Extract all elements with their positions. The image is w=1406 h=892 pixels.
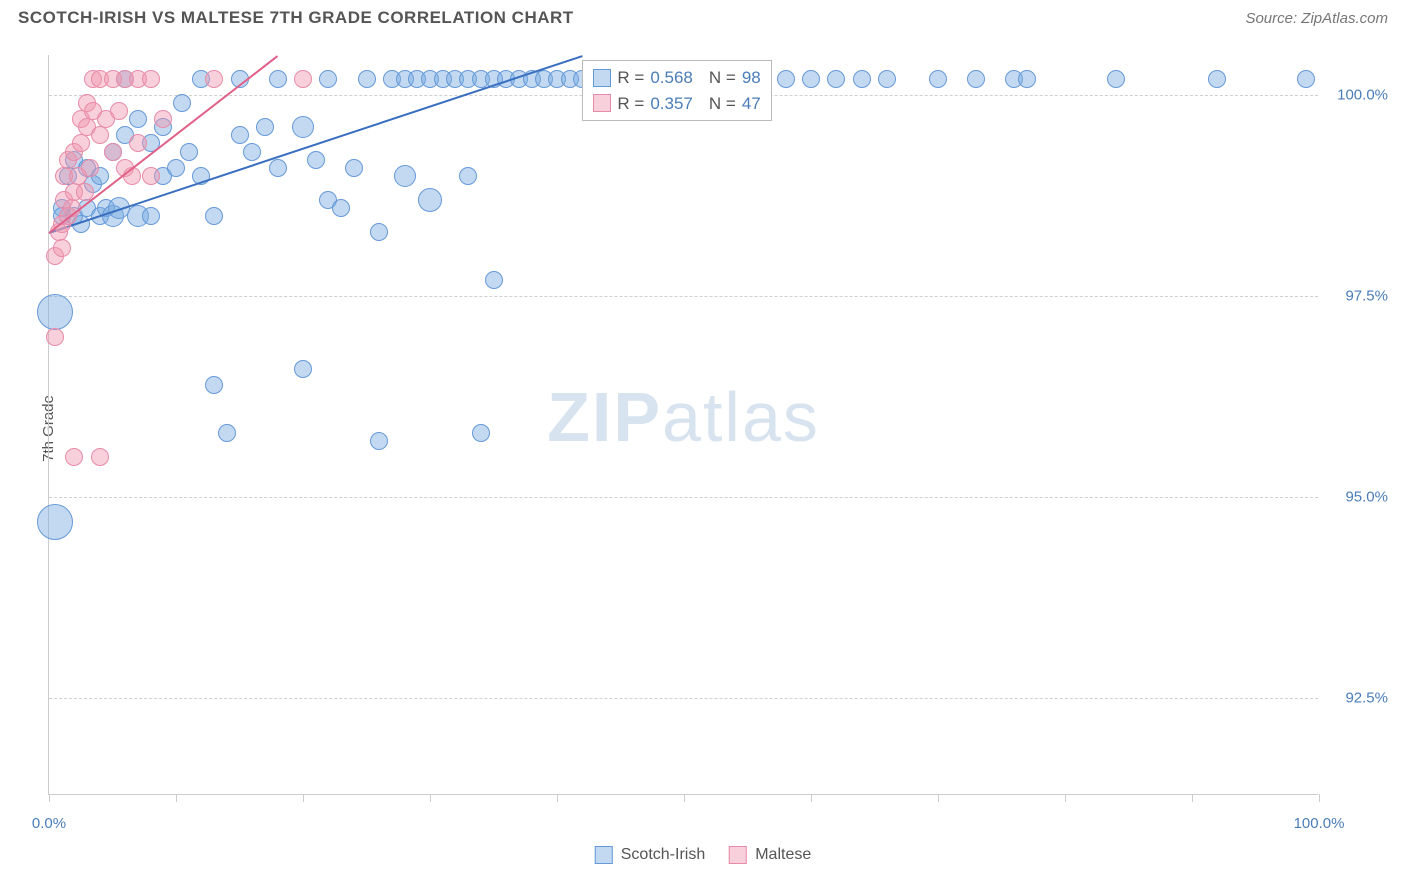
source-label: Source: ZipAtlas.com bbox=[1245, 10, 1388, 27]
x-tick bbox=[557, 794, 558, 802]
data-point bbox=[459, 167, 477, 185]
bottom-legend: Scotch-Irish Maltese bbox=[595, 846, 812, 864]
data-point bbox=[345, 159, 363, 177]
stat-value: 0.357 bbox=[650, 91, 693, 117]
data-point bbox=[853, 70, 871, 88]
x-tick-label: 100.0% bbox=[1294, 815, 1345, 832]
x-tick bbox=[176, 794, 177, 802]
data-point bbox=[65, 448, 83, 466]
legend-label: Scotch-Irish bbox=[621, 846, 705, 864]
data-point bbox=[53, 239, 71, 257]
data-point bbox=[370, 432, 388, 450]
y-tick-label: 95.0% bbox=[1328, 489, 1388, 506]
data-point bbox=[967, 70, 985, 88]
legend-label: Maltese bbox=[755, 846, 811, 864]
data-point bbox=[1018, 70, 1036, 88]
data-point bbox=[218, 424, 236, 442]
data-point bbox=[332, 199, 350, 217]
legend-item: Maltese bbox=[729, 846, 811, 864]
data-point bbox=[167, 159, 185, 177]
data-point bbox=[472, 424, 490, 442]
y-tick-label: 100.0% bbox=[1328, 87, 1388, 104]
x-tick bbox=[49, 794, 50, 802]
data-point bbox=[243, 143, 261, 161]
data-point bbox=[180, 143, 198, 161]
y-tick-label: 92.5% bbox=[1328, 690, 1388, 707]
chart-title: SCOTCH-IRISH VS MALTESE 7TH GRADE CORREL… bbox=[18, 8, 574, 28]
data-point bbox=[129, 110, 147, 128]
stat-label: N = bbox=[709, 91, 736, 117]
data-point bbox=[878, 70, 896, 88]
data-point bbox=[1208, 70, 1226, 88]
grid-line bbox=[49, 497, 1318, 498]
data-point bbox=[269, 70, 287, 88]
data-point bbox=[1107, 70, 1125, 88]
legend-swatch bbox=[593, 69, 611, 87]
data-point bbox=[370, 223, 388, 241]
data-point bbox=[91, 126, 109, 144]
x-tick bbox=[938, 794, 939, 802]
stat-value: 47 bbox=[742, 91, 761, 117]
data-point bbox=[418, 188, 442, 212]
data-point bbox=[292, 116, 314, 138]
data-point bbox=[110, 102, 128, 120]
x-tick bbox=[1065, 794, 1066, 802]
data-point bbox=[173, 94, 191, 112]
data-point bbox=[81, 159, 99, 177]
data-point bbox=[37, 504, 73, 540]
data-point bbox=[205, 70, 223, 88]
x-tick bbox=[1192, 794, 1193, 802]
data-point bbox=[129, 134, 147, 152]
data-point bbox=[269, 159, 287, 177]
legend-swatch bbox=[595, 846, 613, 864]
legend-item: Scotch-Irish bbox=[595, 846, 705, 864]
data-point bbox=[929, 70, 947, 88]
stats-legend: R = 0.568 N = 98 R = 0.357 N = 47 bbox=[582, 60, 771, 121]
stat-label: N = bbox=[709, 65, 736, 91]
chart-plot-area: ZIPatlas 100.0%97.5%95.0%92.5%0.0%100.0%… bbox=[48, 55, 1318, 795]
data-point bbox=[142, 167, 160, 185]
x-tick bbox=[684, 794, 685, 802]
data-point bbox=[142, 207, 160, 225]
stat-label: R = bbox=[617, 91, 644, 117]
data-point bbox=[319, 70, 337, 88]
data-point bbox=[142, 70, 160, 88]
stat-value: 98 bbox=[742, 65, 761, 91]
data-point bbox=[827, 70, 845, 88]
y-tick-label: 97.5% bbox=[1328, 288, 1388, 305]
data-point bbox=[154, 110, 172, 128]
data-point bbox=[231, 126, 249, 144]
data-point bbox=[1297, 70, 1315, 88]
data-point bbox=[72, 134, 90, 152]
data-point bbox=[307, 151, 325, 169]
x-tick bbox=[1319, 794, 1320, 802]
x-tick bbox=[303, 794, 304, 802]
data-point bbox=[294, 70, 312, 88]
watermark: ZIPatlas bbox=[547, 377, 820, 457]
data-point bbox=[256, 118, 274, 136]
data-point bbox=[205, 207, 223, 225]
data-point bbox=[777, 70, 795, 88]
data-point bbox=[294, 360, 312, 378]
data-point bbox=[358, 70, 376, 88]
data-point bbox=[394, 165, 416, 187]
legend-swatch bbox=[729, 846, 747, 864]
legend-swatch bbox=[593, 94, 611, 112]
data-point bbox=[802, 70, 820, 88]
stat-label: R = bbox=[617, 65, 644, 91]
x-tick bbox=[811, 794, 812, 802]
data-point bbox=[104, 143, 122, 161]
stat-value: 0.568 bbox=[650, 65, 693, 91]
x-tick bbox=[430, 794, 431, 802]
grid-line bbox=[49, 296, 1318, 297]
data-point bbox=[205, 376, 223, 394]
data-point bbox=[37, 294, 73, 330]
data-point bbox=[46, 328, 64, 346]
x-tick-label: 0.0% bbox=[32, 815, 66, 832]
grid-line bbox=[49, 698, 1318, 699]
data-point bbox=[91, 448, 109, 466]
data-point bbox=[485, 271, 503, 289]
